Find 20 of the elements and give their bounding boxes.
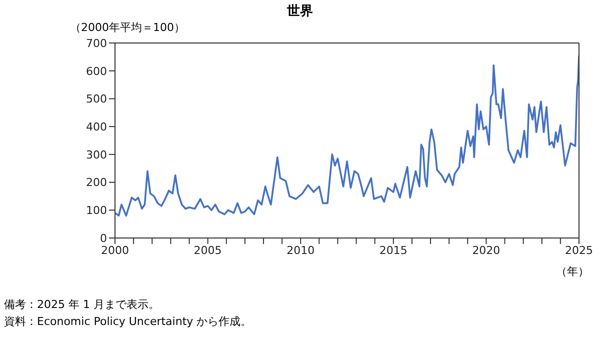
- x-tick-label: 2025: [565, 244, 593, 257]
- x-axis-title: （年）: [556, 264, 589, 279]
- y-tick-label: 400: [86, 120, 107, 134]
- x-tick-label: 2020: [472, 244, 500, 257]
- y-tick-label: 700: [86, 36, 107, 50]
- y-tick-label: 300: [86, 148, 107, 162]
- text: 資料：Economic Policy Uncertainty から作成。: [4, 314, 252, 330]
- x-tick-label: 2010: [286, 244, 315, 257]
- y-tick-label: 600: [86, 64, 107, 78]
- text: 備考：2025 年 1 月まで表示。: [4, 297, 160, 313]
- y-tick-label: 200: [86, 176, 107, 190]
- chart-title: 世界: [286, 3, 314, 20]
- y-tick-label: 500: [86, 92, 107, 106]
- line-series: [115, 54, 579, 217]
- y-axis-title: （2000年平均＝100）: [70, 20, 185, 35]
- y-tick-label: 0: [100, 232, 107, 245]
- x-tick-label: 2005: [194, 244, 222, 257]
- y-tick-label: 100: [86, 204, 107, 218]
- x-tick-label: 2015: [379, 244, 408, 257]
- x-tick-label: 2000: [101, 244, 129, 257]
